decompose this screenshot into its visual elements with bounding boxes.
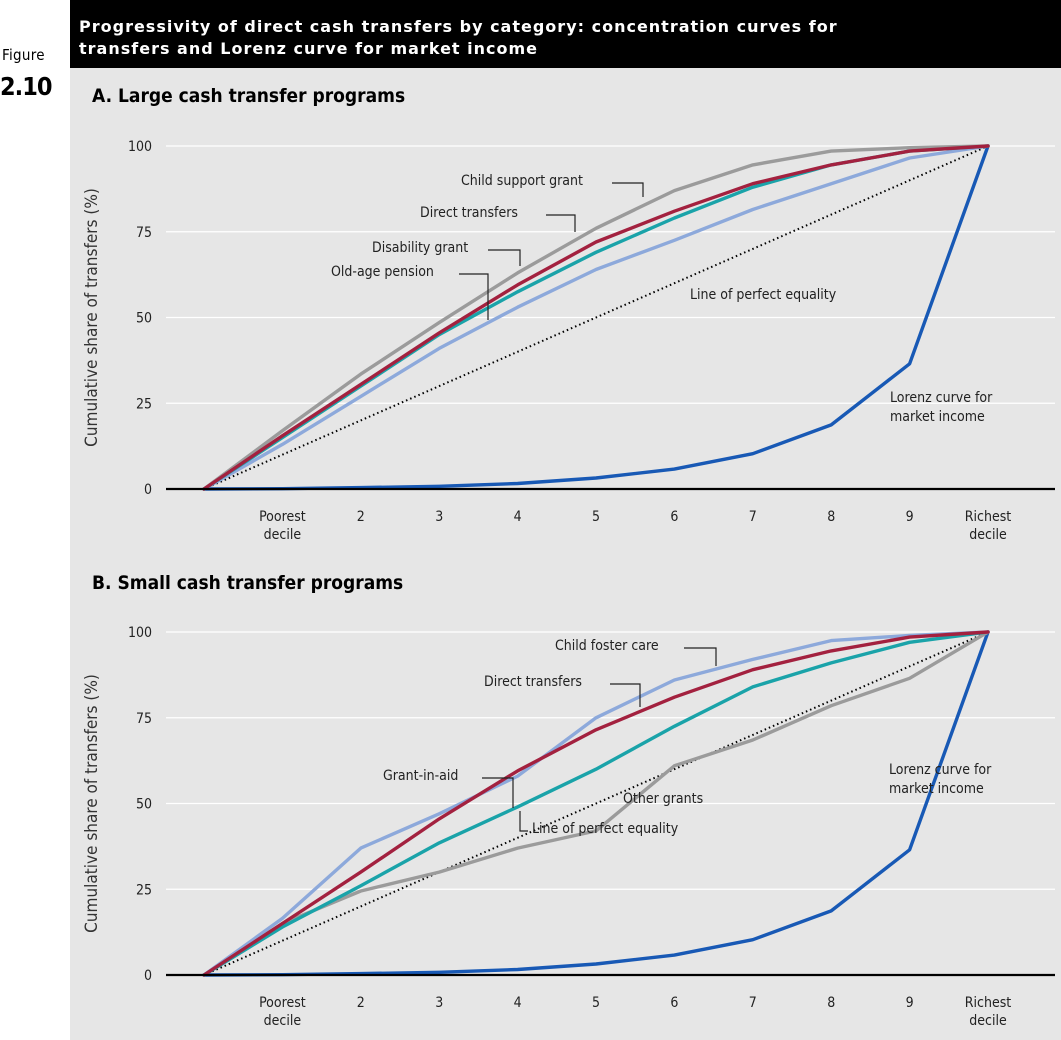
annotation-label: Line of perfect equality xyxy=(690,287,837,303)
x-tick-label: 3 xyxy=(435,995,443,1011)
x-tick-label: 2 xyxy=(357,509,365,525)
x-tick-label: Richest decile xyxy=(965,509,1011,543)
x-tick-label: 2 xyxy=(357,995,365,1011)
annotation-label: Direct transfers xyxy=(420,205,518,221)
annotation-label: Direct transfers xyxy=(484,674,582,690)
x-tick-label: 6 xyxy=(670,509,678,525)
annotation-label: Other grants xyxy=(623,791,703,807)
y-axis-label: Cumulative share of transfers (%) xyxy=(82,188,102,447)
annotation-label: Line of perfect equality xyxy=(532,821,679,837)
annotation-label: Grant-in-aid xyxy=(383,768,458,784)
annotation-leader xyxy=(612,183,643,197)
y-tick-label: 75 xyxy=(136,225,152,241)
y-tick-label: 75 xyxy=(136,711,152,727)
x-tick-label: Poorest decile xyxy=(259,995,306,1029)
y-tick-label: 50 xyxy=(136,797,152,813)
annotation-label: Lorenz curve for xyxy=(889,762,992,778)
x-tick-label: 9 xyxy=(906,995,914,1011)
y-tick-label: 100 xyxy=(128,139,152,155)
x-tick-label: 9 xyxy=(906,509,914,525)
y-tick-label: 25 xyxy=(136,396,152,412)
annotation-label: Child support grant xyxy=(461,173,583,189)
x-tick-label: 8 xyxy=(827,509,835,525)
y-tick-label: 0 xyxy=(144,482,152,498)
y-tick-label: 0 xyxy=(144,968,152,984)
annotation-label: Old-age pension xyxy=(331,264,434,280)
x-tick-label: 3 xyxy=(435,509,443,525)
x-tick-label: 7 xyxy=(749,509,757,525)
annotation-label: market income xyxy=(889,781,984,797)
x-tick-label: 4 xyxy=(514,995,522,1011)
annotation-leader xyxy=(488,250,520,266)
x-tick-label: 6 xyxy=(670,995,678,1011)
annotation-label: market income xyxy=(890,409,985,425)
x-tick-label: Richest decile xyxy=(965,995,1011,1029)
annotation-leader xyxy=(684,648,716,666)
x-tick-label: Poorest decile xyxy=(259,509,306,543)
y-tick-label: 100 xyxy=(128,625,152,641)
annotation-label: Child foster care xyxy=(555,638,659,654)
y-tick-label: 50 xyxy=(136,311,152,327)
annotation-leader xyxy=(546,215,575,232)
x-tick-label: 4 xyxy=(514,509,522,525)
x-tick-label: 5 xyxy=(592,995,600,1011)
y-axis-label: Cumulative share of transfers (%) xyxy=(82,674,102,933)
x-tick-label: 8 xyxy=(827,995,835,1011)
annotation-label: Lorenz curve for xyxy=(890,390,993,406)
annotation-label: Disability grant xyxy=(372,240,468,256)
annotation-leader xyxy=(520,811,528,831)
x-tick-label: 7 xyxy=(749,995,757,1011)
y-tick-label: 25 xyxy=(136,882,152,898)
x-tick-label: 5 xyxy=(592,509,600,525)
